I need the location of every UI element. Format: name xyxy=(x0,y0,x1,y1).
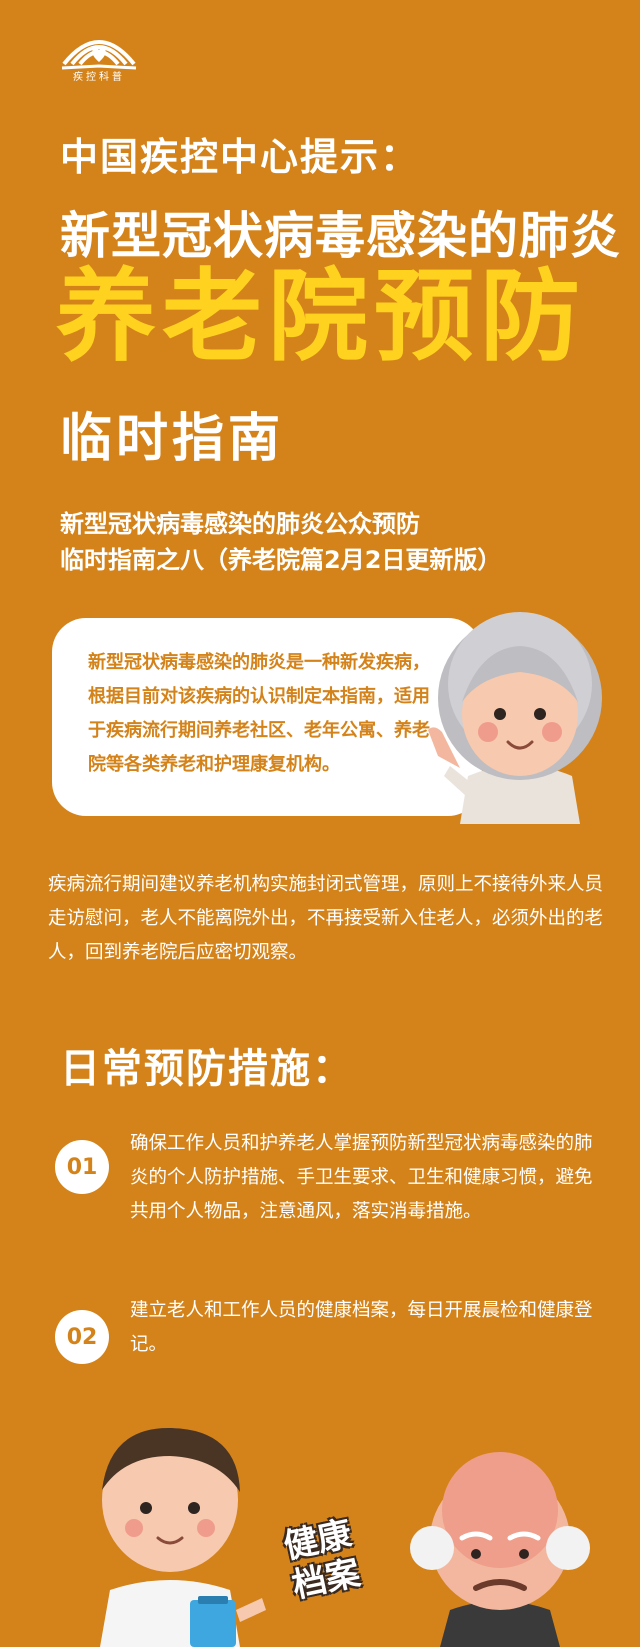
management-paragraph: 疾病流行期间建议养老机构实施封闭式管理，原则上不接待外来人员走访慰问，老人不能离… xyxy=(48,874,604,963)
intro-text: 新型冠状病毒感染的肺炎是一种新发疾病，根据目前对该疾病的认识制定本指南，适用于疾… xyxy=(88,652,430,775)
header-guide: 临时指南 xyxy=(60,409,285,469)
health-record-illustration-icon xyxy=(100,1427,590,1647)
subtitle-line1: 新型冠状病毒感染的肺炎公众预防 xyxy=(60,510,420,538)
logo-text: 疾控科普 xyxy=(73,72,125,83)
measure-badge-01: 01 xyxy=(55,1140,109,1194)
grandma-illustration-icon xyxy=(428,612,602,824)
cdc-logo xyxy=(61,40,137,70)
subtitle-line2: 临时指南之八（养老院篇2月2日更新版） xyxy=(60,546,502,574)
header-highlight: 养老院预防 xyxy=(56,258,586,375)
measure-badge-02: 02 xyxy=(55,1310,109,1364)
header-notice: 中国疾控中心提示： xyxy=(60,135,421,179)
header-title: 新型冠状病毒感染的肺炎 xyxy=(60,207,621,265)
measure-item-01: 确保工作人员和护养老人掌握预防新型冠状病毒感染的肺炎的个人防护措施、手卫生要求、… xyxy=(130,1133,593,1222)
measure-item-02: 建立老人和工作人员的健康档案，每日开展晨检和健康登记。 xyxy=(130,1300,593,1355)
intro-bubble: 新型冠状病毒感染的肺炎是一种新发疾病，根据目前对该疾病的认识制定本指南，适用于疾… xyxy=(52,618,482,816)
section-title: 日常预防措施： xyxy=(60,1046,354,1092)
